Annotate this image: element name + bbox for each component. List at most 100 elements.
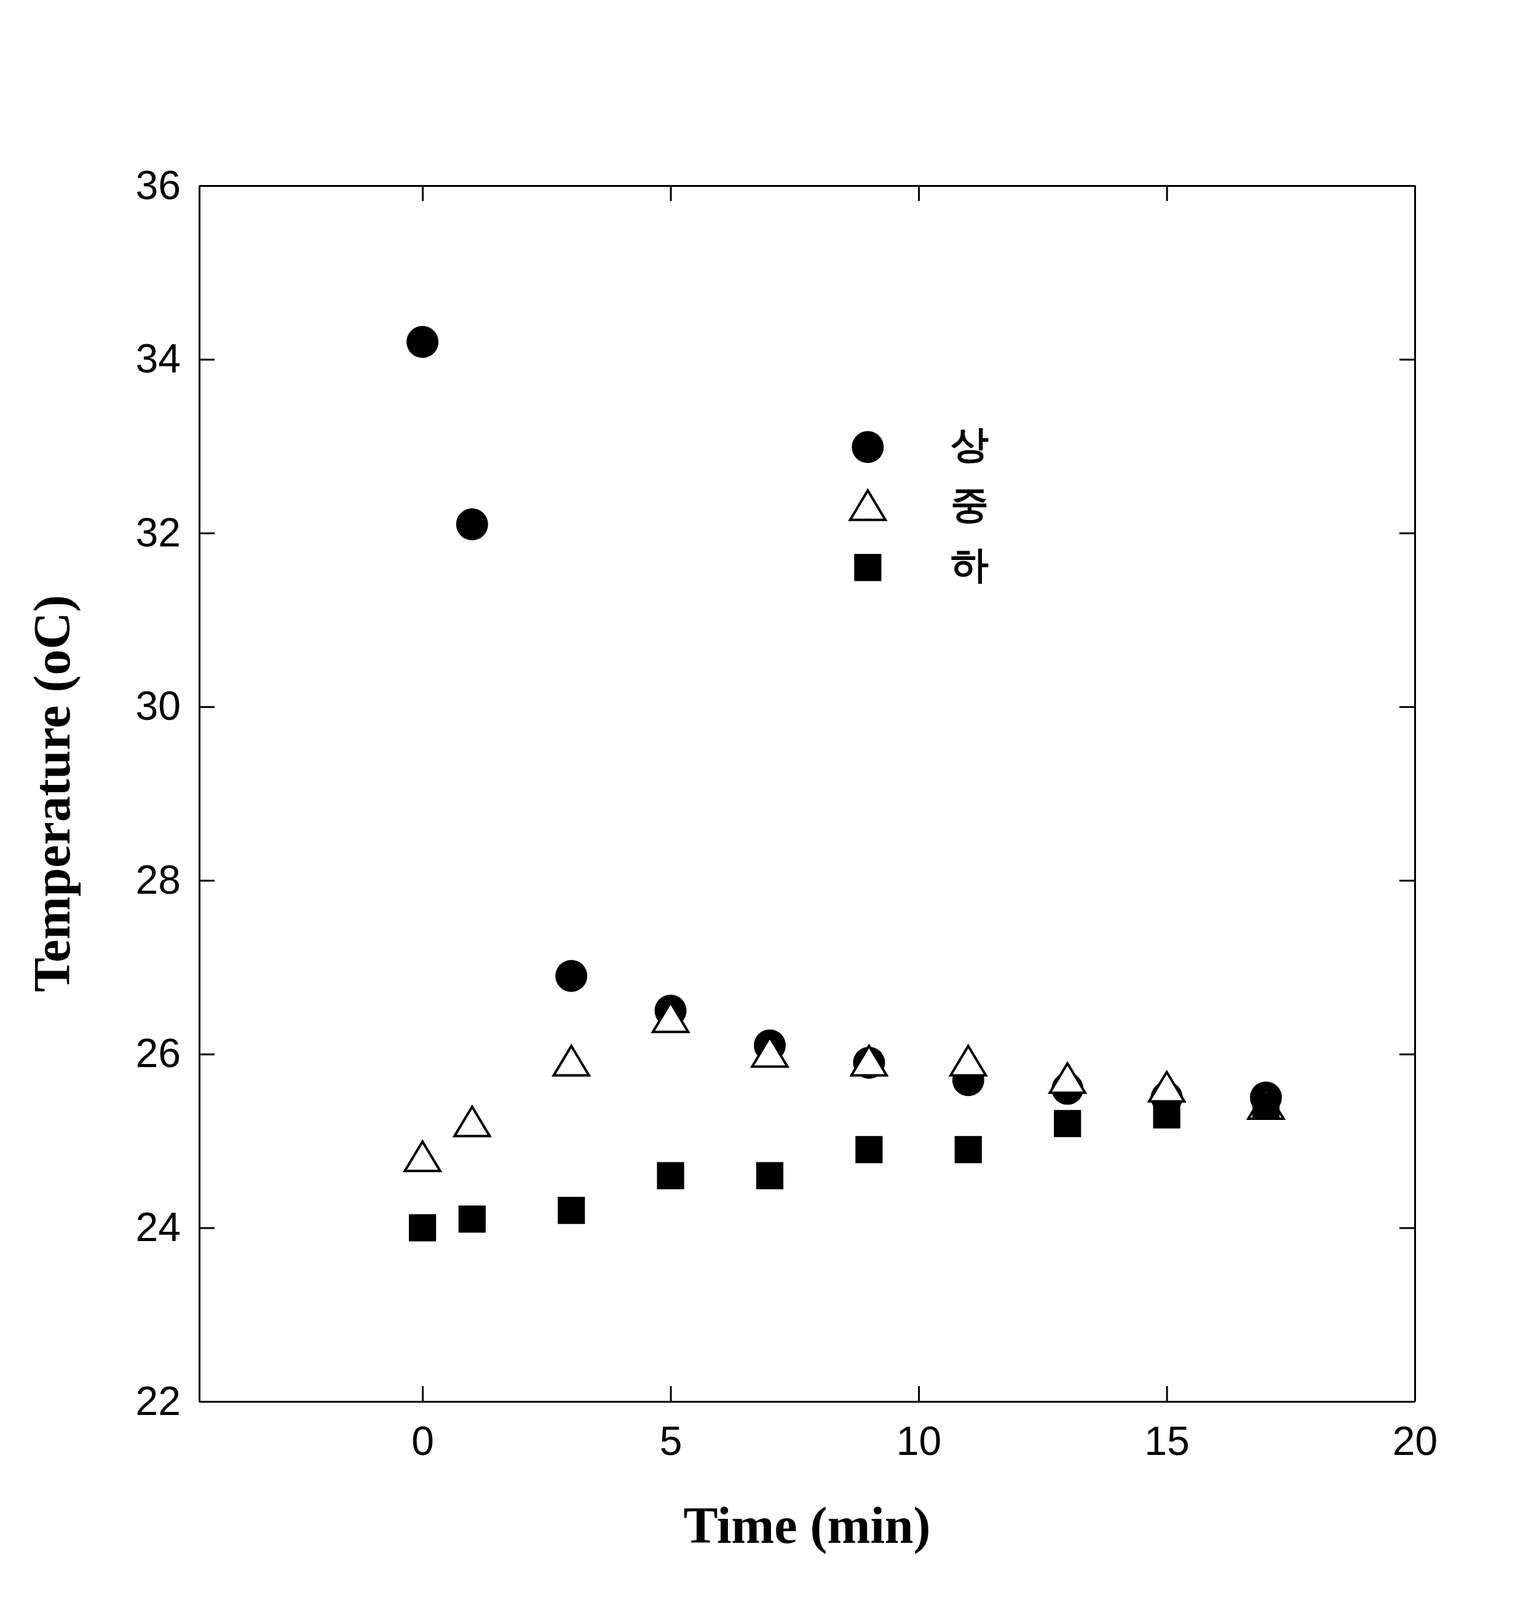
tick-mark [1399,706,1415,709]
legend-item: 중 [850,482,990,527]
tick-label: 28 [135,857,181,903]
point [950,1046,986,1076]
point [404,1141,440,1172]
point [954,1136,982,1164]
tick-mark [1166,1386,1169,1402]
point [756,1162,784,1190]
axis-line [199,185,1416,187]
tick-mark [199,185,215,187]
tick-label: 5 [659,1418,683,1464]
tick-label: 34 [135,335,181,382]
tick-label: 32 [135,509,181,556]
axis-line [198,186,201,1403]
series [406,325,1282,1114]
tick-label: 22 [135,1378,181,1425]
tick [670,185,672,202]
tick-mark [421,1386,424,1402]
x-axis: 0 5 10 15 20 [199,1386,1439,1464]
tick [1399,185,1415,187]
tick-mark [1399,185,1415,187]
tick: 22 [135,1378,215,1425]
tick: 36 [135,162,215,208]
tick [1399,359,1415,361]
tick-label: 24 [135,1204,181,1250]
x-axis-top [199,185,1416,202]
series [404,1002,1284,1172]
tick [1399,1227,1415,1229]
tick-mark [1166,185,1169,202]
tick-mark [1399,532,1415,535]
tick-mark [199,359,215,361]
tick-mark [1399,879,1415,882]
x-axis-title: Time (min) [683,1497,931,1555]
point [553,1046,590,1076]
y-axis: 22 24 26 28 30 32 34 36 [135,162,215,1425]
tick: 30 [135,683,215,729]
legend-item: 하 [854,542,989,588]
tick: 28 [135,857,215,903]
tick-mark [199,532,215,535]
tick-label: 15 [1144,1418,1190,1464]
point [751,1037,788,1068]
legend-label: 중 [950,482,989,527]
legend-marker [851,431,884,463]
point [555,960,588,993]
tick-mark [199,879,215,882]
point [458,1205,486,1233]
point [855,1136,883,1164]
axis-line [1414,186,1417,1403]
tick-mark [1399,359,1415,361]
tick: 15 [1144,1386,1190,1464]
tick-mark [1399,1053,1415,1056]
tick-label: 36 [135,162,181,208]
point [1152,1101,1180,1129]
tick [1399,707,1415,708]
tick-mark [199,706,215,709]
tick-label: 30 [135,683,181,729]
chart: 0 5 10 15 20 22 24 26 28 30 32 34 36 상중하 Time (min) Tem… [0,0,1515,1600]
legend-label: 상 [950,421,989,467]
tick-mark [1399,1227,1415,1230]
series [408,1093,1280,1243]
tick-mark [199,1401,215,1404]
tick [1399,1054,1415,1056]
tick-mark [917,185,920,202]
legend-item: 상 [851,421,989,467]
tick-label: 10 [896,1418,942,1464]
tick-mark [421,185,424,202]
axis-line [199,1401,1416,1404]
y-axis-right [1399,186,1416,1403]
tick: 32 [135,509,215,556]
tick-label: 26 [135,1030,181,1076]
tick-mark [670,185,673,202]
tick-mark [1399,1401,1415,1404]
tick [1166,185,1168,202]
y-axis-title: Temperature (oC) [23,595,82,993]
tick: 5 [659,1386,683,1464]
tick [1399,880,1415,882]
points [404,325,1284,1242]
point [1049,1063,1085,1094]
legend-marker [850,490,886,521]
point [1149,1072,1185,1102]
legend-label: 하 [950,542,989,588]
tick-mark [917,1386,920,1402]
plot: 0 5 10 15 20 22 24 26 28 30 32 34 36 상중하 [135,162,1439,1464]
point [406,325,439,358]
point [408,1214,436,1242]
tick: 10 [896,1386,942,1464]
tick [1399,1401,1415,1403]
tick-label: 0 [411,1418,435,1464]
tick-mark [670,1386,673,1402]
tick: 0 [411,1386,435,1464]
point [1252,1093,1280,1121]
point [456,508,489,541]
legend-marker [854,553,882,582]
tick [918,185,920,202]
tick [422,185,424,202]
tick [1399,533,1415,534]
tick-label: 20 [1392,1418,1438,1464]
legend: 상중하 [850,421,990,588]
point [1053,1110,1081,1138]
point [454,1107,490,1137]
